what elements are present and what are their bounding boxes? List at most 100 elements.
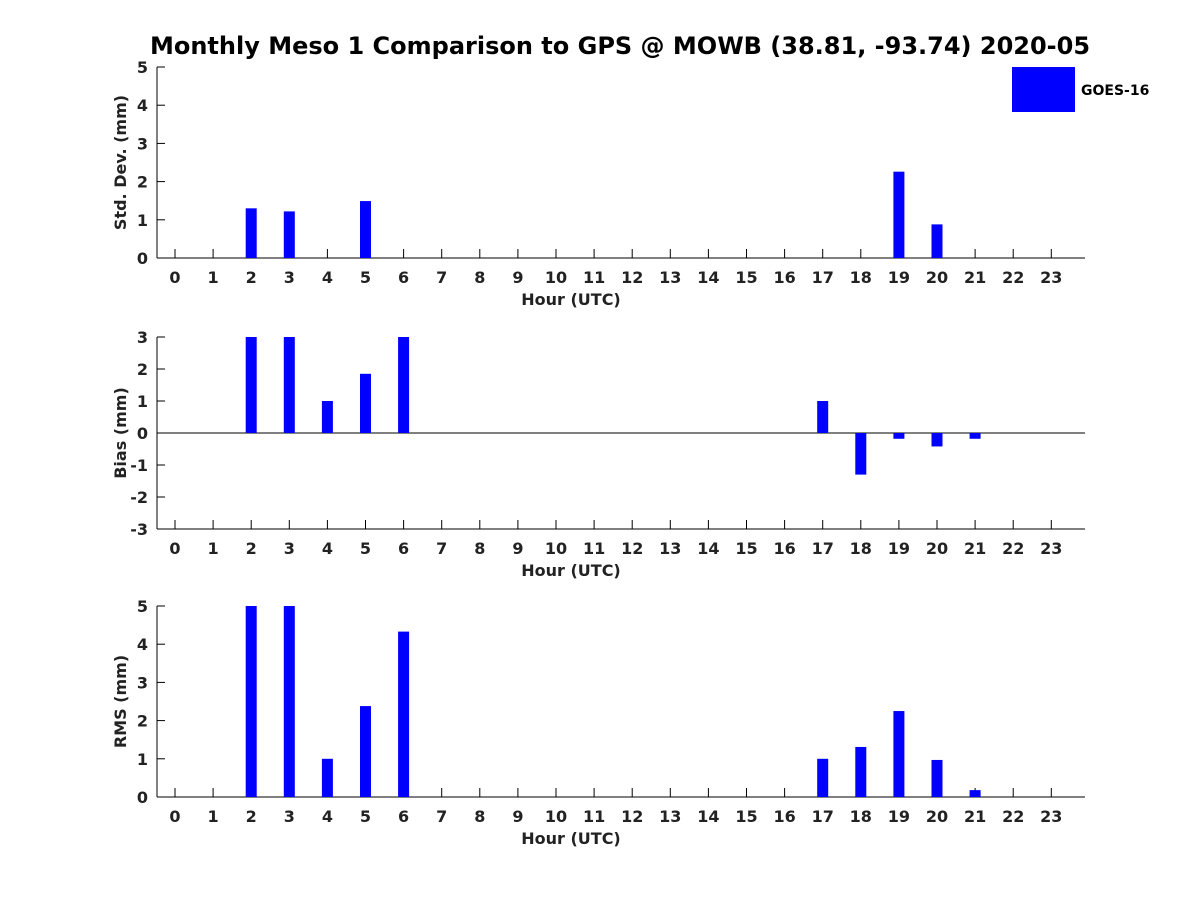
x-tick-label: 0	[169, 807, 180, 826]
bar-hour-19	[893, 171, 905, 258]
x-tick-label: 13	[659, 539, 681, 558]
x-tick-label: 15	[735, 268, 757, 287]
x-tick-label: 7	[436, 539, 447, 558]
y-tick-label: 3	[137, 328, 148, 347]
x-tick-label: 22	[1002, 539, 1024, 558]
legend-label-goes-16: GOES-16	[1081, 83, 1149, 99]
x-tick-label: 21	[964, 539, 986, 558]
x-tick-label: 19	[888, 268, 910, 287]
y-tick-label: -2	[130, 488, 148, 507]
bar-hour-4	[321, 401, 333, 433]
y-tick-label: 4	[137, 96, 148, 115]
bar-hour-18	[855, 433, 867, 475]
x-tick-label: 9	[512, 268, 523, 287]
bar-hour-5	[360, 201, 371, 258]
legend: GOES-16	[1012, 67, 1149, 112]
y-tick-label: 1	[137, 750, 148, 769]
y-axis-label: Bias (mm)	[111, 387, 130, 479]
x-tick-label: 13	[659, 807, 681, 826]
y-tick-label: 2	[137, 173, 148, 192]
x-tick-label: 6	[398, 268, 409, 287]
x-tick-label: 16	[773, 539, 795, 558]
x-tick-label: 12	[621, 807, 643, 826]
x-tick-label: 2	[246, 807, 257, 826]
x-tick-label: 3	[284, 539, 295, 558]
x-tick-label: 14	[697, 807, 719, 826]
x-tick-label: 8	[474, 268, 485, 287]
bar-hour-6	[398, 631, 410, 797]
y-tick-label: 5	[137, 58, 148, 77]
x-tick-label: 5	[360, 539, 371, 558]
bar-hour-20	[931, 433, 943, 447]
x-tick-label: 1	[208, 807, 219, 826]
x-tick-label: 6	[398, 807, 409, 826]
bar-hour-20	[931, 224, 943, 258]
x-tick-label: 8	[474, 539, 485, 558]
y-tick-label: 4	[137, 635, 148, 654]
x-tick-label: 4	[322, 539, 333, 558]
x-tick-label: 1	[208, 539, 219, 558]
y-tick-label: 5	[137, 597, 148, 616]
x-tick-label: 22	[1002, 268, 1024, 287]
y-tick-label: 0	[137, 424, 148, 443]
x-tick-label: 9	[512, 807, 523, 826]
x-tick-label: 10	[545, 807, 567, 826]
x-tick-label: 23	[1040, 268, 1062, 287]
x-tick-label: 8	[474, 807, 485, 826]
x-tick-label: 10	[545, 268, 567, 287]
bar-hour-3	[283, 606, 295, 797]
x-tick-label: 17	[812, 539, 834, 558]
x-tick-label: 5	[360, 268, 371, 287]
x-tick-label: 7	[436, 268, 447, 287]
y-tick-label: 0	[137, 788, 148, 807]
chart-title: Monthly Meso 1 Comparison to GPS @ MOWB …	[150, 32, 1090, 60]
bar-hour-5	[360, 373, 371, 433]
x-tick-label: 23	[1040, 539, 1062, 558]
x-tick-label: 0	[169, 539, 180, 558]
bar-hour-2	[245, 337, 257, 433]
x-tick-label: 11	[583, 807, 605, 826]
x-tick-label: 17	[812, 268, 834, 287]
bar-hour-2	[245, 208, 257, 258]
x-tick-label: 15	[735, 807, 757, 826]
x-axis-label: Hour (UTC)	[521, 829, 621, 848]
y-tick-label: 1	[137, 392, 148, 411]
bar-hour-19	[893, 711, 905, 797]
x-tick-label: 9	[512, 539, 523, 558]
legend-swatch-goes-16	[1012, 67, 1075, 112]
bar-hour-4	[321, 758, 333, 797]
x-tick-label: 19	[888, 539, 910, 558]
x-tick-label: 16	[773, 807, 795, 826]
y-axis-label: Std. Dev. (mm)	[111, 95, 130, 230]
bar-hour-2	[245, 606, 257, 797]
x-tick-label: 12	[621, 268, 643, 287]
bar-hour-3	[283, 337, 295, 433]
x-tick-label: 20	[926, 268, 948, 287]
y-tick-label: 3	[137, 134, 148, 153]
x-tick-label: 20	[926, 807, 948, 826]
x-tick-label: 4	[322, 807, 333, 826]
x-tick-label: 14	[697, 268, 719, 287]
x-tick-label: 18	[850, 807, 872, 826]
bar-hour-18	[855, 746, 867, 797]
x-tick-label: 2	[246, 268, 257, 287]
x-tick-label: 4	[322, 268, 333, 287]
y-tick-label: 3	[137, 673, 148, 692]
x-tick-label: 18	[850, 539, 872, 558]
bar-hour-6	[398, 337, 410, 433]
y-tick-label: 1	[137, 211, 148, 230]
x-tick-label: 22	[1002, 807, 1024, 826]
x-tick-label: 5	[360, 807, 371, 826]
y-tick-label: -3	[130, 520, 148, 539]
x-tick-label: 11	[583, 268, 605, 287]
x-tick-label: 11	[583, 539, 605, 558]
x-tick-label: 3	[284, 268, 295, 287]
x-tick-label: 21	[964, 807, 986, 826]
x-tick-label: 19	[888, 807, 910, 826]
x-tick-label: 3	[284, 807, 295, 826]
